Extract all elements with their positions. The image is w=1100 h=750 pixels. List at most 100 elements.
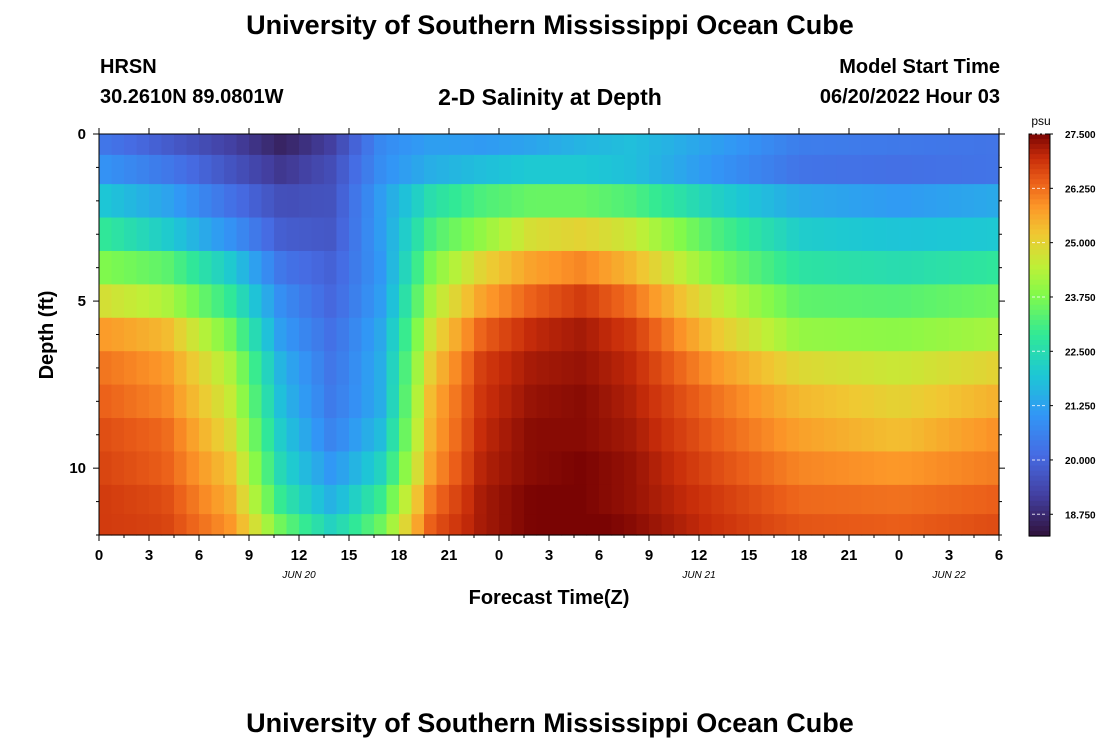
heatmap-cell — [636, 418, 650, 453]
heatmap-cell — [236, 284, 250, 319]
heatmap-cell — [886, 154, 900, 185]
colorbar-tick-label: 25.000 — [1065, 239, 1096, 250]
heatmap-cell — [761, 451, 775, 486]
heatmap-cell — [924, 514, 938, 536]
heatmap-cell — [111, 351, 125, 386]
heatmap-cell — [611, 217, 625, 252]
heatmap-cell — [111, 284, 125, 319]
x-tick-label: 15 — [741, 547, 758, 564]
heatmap-cell — [524, 418, 538, 453]
heatmap-cell — [599, 134, 613, 156]
heatmap-cell — [374, 384, 388, 419]
heatmap-cell — [374, 514, 388, 536]
heatmap-cell — [749, 514, 763, 536]
y-tick-label: 0 — [78, 126, 86, 143]
heatmap-cell — [111, 154, 125, 185]
heatmap-cell — [736, 134, 750, 156]
heatmap-cell — [474, 484, 488, 515]
heatmap-cell — [811, 217, 825, 252]
heatmap-cell — [736, 451, 750, 486]
heatmap-cell — [511, 451, 525, 486]
heatmap-cell — [361, 418, 375, 453]
heatmap-cell — [524, 451, 538, 486]
heatmap-cell — [199, 184, 213, 219]
heatmap-cell — [274, 384, 288, 419]
heatmap-cell — [449, 418, 463, 453]
heatmap-cell — [399, 384, 413, 419]
heatmap-cell — [924, 351, 938, 386]
heatmap-cell — [986, 217, 1000, 252]
heatmap-cell — [499, 418, 513, 453]
heatmap-cell — [836, 351, 850, 386]
heatmap-cell — [686, 384, 700, 419]
heatmap-cell — [199, 217, 213, 252]
heatmap-cell — [461, 154, 475, 185]
heatmap-cell — [286, 484, 300, 515]
heatmap-cell — [461, 284, 475, 319]
heatmap-cell — [961, 418, 975, 453]
heatmap-cell — [236, 418, 250, 453]
heatmap-cell — [874, 317, 888, 352]
heatmap-cell — [186, 184, 200, 219]
heatmap-cell — [336, 284, 350, 319]
heatmap-cell — [936, 250, 950, 285]
heatmap-cell — [674, 217, 688, 252]
colorbar-swatch — [1029, 375, 1050, 381]
heatmap-cell — [874, 250, 888, 285]
heatmap-cell — [449, 134, 463, 156]
heatmap-cell — [836, 184, 850, 219]
heatmap-cell — [274, 514, 288, 536]
heatmap-cell — [711, 484, 725, 515]
heatmap-cell — [299, 284, 313, 319]
heatmap-cell — [411, 250, 425, 285]
heatmap-cell — [786, 351, 800, 386]
heatmap-cell — [461, 484, 475, 515]
heatmap-cell — [349, 317, 363, 352]
heatmap-cell — [961, 384, 975, 419]
colorbar-swatch — [1029, 410, 1050, 417]
heatmap-cell — [286, 250, 300, 285]
heatmap-cell — [311, 351, 325, 386]
heatmap-cell — [661, 418, 675, 453]
heatmap-cell — [111, 451, 125, 486]
heatmap-cell — [636, 250, 650, 285]
heatmap-cell — [774, 250, 788, 285]
heatmap-cell — [799, 134, 813, 156]
heatmap-cell — [111, 217, 125, 252]
heatmap-cell — [874, 418, 888, 453]
x-tick-label: 3 — [545, 547, 553, 564]
heatmap-cell — [349, 217, 363, 252]
colorbar-tick-label: 26.250 — [1065, 184, 1096, 195]
heatmap-cell — [236, 514, 250, 536]
station-id: HRSN — [100, 56, 157, 78]
heatmap-cell — [949, 154, 963, 185]
heatmap-cell — [936, 484, 950, 515]
heatmap-cell — [661, 284, 675, 319]
heatmap-cell — [499, 384, 513, 419]
heatmap-cell — [949, 351, 963, 386]
colorbar-swatch — [1029, 204, 1050, 210]
heatmap-cell — [199, 451, 213, 486]
heatmap-cell — [286, 384, 300, 419]
heatmap-cell — [361, 250, 375, 285]
heatmap-cell — [211, 514, 225, 536]
colorbar-swatch — [1029, 164, 1050, 170]
heatmap-cell — [161, 351, 175, 386]
heatmap-cell — [336, 351, 350, 386]
heatmap-cell — [699, 134, 713, 156]
heatmap-cell — [724, 217, 738, 252]
heatmap-cell — [111, 317, 125, 352]
heatmap-cell — [174, 284, 188, 319]
colorbar-swatch — [1029, 259, 1050, 266]
heatmap-cell — [761, 384, 775, 419]
heatmap-cell — [911, 284, 925, 319]
heatmap-cell — [811, 154, 825, 185]
colorbar-swatch — [1029, 475, 1050, 482]
heatmap-cell — [386, 451, 400, 486]
heatmap-cell — [699, 217, 713, 252]
heatmap-cell — [886, 317, 900, 352]
heatmap-cell — [874, 351, 888, 386]
colorbar-swatch — [1029, 515, 1050, 522]
heatmap-cell — [374, 418, 388, 453]
heatmap-cell — [386, 134, 400, 156]
